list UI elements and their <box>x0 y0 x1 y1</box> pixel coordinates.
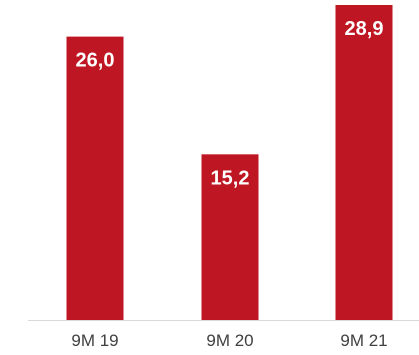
x-tick-label: 9M 20 <box>206 331 253 350</box>
x-tick-label: 9M 19 <box>71 331 118 350</box>
x-tick-label: 9M 21 <box>340 331 387 350</box>
bar-9m-20 <box>201 154 259 320</box>
bars-group <box>66 5 393 320</box>
bar-value-label: 15,2 <box>211 167 250 189</box>
bar-9m-19 <box>66 36 124 320</box>
value-labels-group: 26,0 15,2 28,9 <box>76 18 384 189</box>
bar-value-label: 28,9 <box>345 18 384 40</box>
bar-9m-21 <box>335 5 393 320</box>
bar-value-label: 26,0 <box>76 50 115 72</box>
x-tick-labels-group: 9M 19 9M 20 9M 21 <box>71 331 387 350</box>
